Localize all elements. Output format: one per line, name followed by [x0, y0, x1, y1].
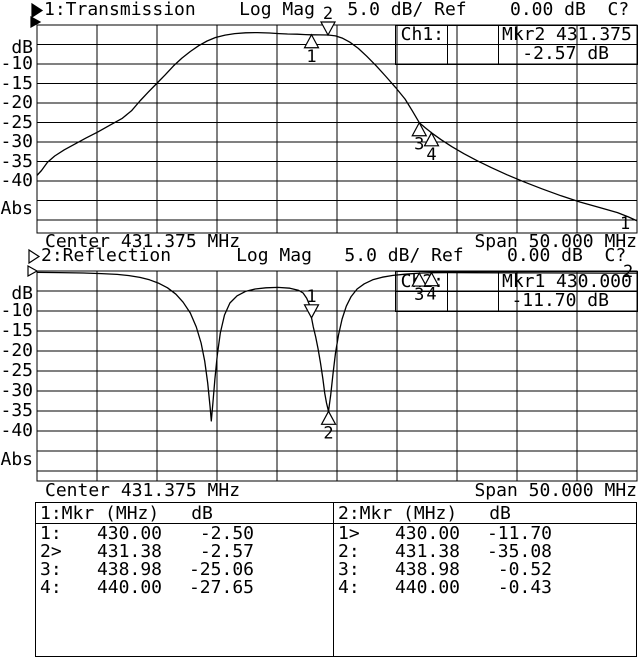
marker-id: 4: — [338, 576, 360, 598]
marker-value: -0.43 — [497, 576, 552, 598]
marker-frequency: 438.98 — [96, 558, 162, 580]
y-axis-label: Abs — [0, 198, 33, 220]
chart1-info-marker: Mkr2 — [502, 24, 546, 45]
marker-table-row: 1> 430.00 -11.70 — [334, 522, 636, 544]
y-axis-label: -30 — [0, 380, 33, 401]
y-axis-label: -25 — [0, 111, 33, 133]
info-box-divider — [498, 26, 499, 64]
marker-id: 1: — [40, 522, 62, 544]
y-axis-label: -35 — [0, 400, 33, 421]
chart1-marker-info-box: Ch1: Mkr2 431.375 MHz -2.57 dB — [395, 25, 638, 65]
chart2-info-value: -11.70 dB — [511, 290, 609, 311]
svg-text:2: 2 — [323, 423, 333, 443]
y-axis-label: -10 — [0, 53, 33, 74]
chart1-center-readout: Center 431.375 MHz — [45, 231, 241, 252]
marker-value: -35.08 — [486, 540, 552, 562]
chart2-center-readout: Center 431.375 MHz — [45, 480, 241, 501]
marker-frequency: 430.00 — [394, 522, 460, 544]
marker-frequency: 430.00 — [96, 522, 162, 544]
channel-2-active-indicator-icon — [28, 248, 41, 265]
marker-value: -0.52 — [497, 558, 552, 580]
marker-id: 1> — [338, 522, 360, 544]
chart1-info-value: -2.57 dB — [522, 43, 609, 64]
marker-table: 1:Mkr (MHz) dB 1: 430.00 -2.50 2> 431.38 -2.57 3… — [35, 502, 637, 657]
marker-id: 3: — [40, 558, 62, 580]
svg-text:1: 1 — [306, 47, 316, 67]
marker-frequency: 431.38 — [96, 540, 162, 562]
marker-4-ch1: 4 — [423, 131, 440, 165]
y-axis-label: -10 — [0, 300, 33, 321]
marker-table-header-label: 1:Mkr (MHz) — [40, 502, 160, 524]
marker-id: 4: — [40, 576, 62, 598]
chart2-info-marker: Mkr1 — [502, 271, 546, 292]
marker-value: -27.65 — [188, 576, 254, 598]
chart2-info-channel: Ch2: — [400, 271, 444, 292]
marker-table-row: 4: 440.00 -0.43 — [334, 576, 636, 598]
y-axis-label: dB — [11, 283, 33, 304]
chart1-span-readout: Span 50.000 MHz — [474, 231, 637, 252]
y-axis-label: dB — [11, 36, 33, 58]
chart2-title-bar: 2:Reflection Log Mag 5.0 dB/ Ref 0.00 dB… — [41, 245, 627, 266]
y-axis-label: -35 — [0, 150, 33, 172]
marker-3-ch1: 3 — [411, 121, 428, 155]
marker-1-ch2: 1 — [303, 287, 320, 320]
y-axis-label: -20 — [0, 340, 33, 361]
y-axis-label: -40 — [0, 420, 33, 441]
chart1-info-freq: 431.375 MHz — [556, 24, 632, 45]
marker-table-ch1: 1:Mkr (MHz) dB 1: 430.00 -2.50 2> 431.38 -2.57 3… — [36, 503, 334, 656]
marker-table-unit-label: dB — [489, 502, 511, 524]
marker-value: -2.57 — [199, 540, 254, 562]
marker-id: 2> — [40, 540, 62, 562]
channel-1-active-indicator-icon — [31, 2, 44, 19]
marker-frequency: 440.00 — [394, 576, 460, 598]
y-axis-label: -15 — [0, 320, 33, 341]
marker-table-row: 1: 430.00 -2.50 — [36, 522, 333, 544]
y-axis-label: -30 — [0, 131, 33, 152]
marker-table-row: 2: 431.38 -35.08 — [334, 540, 636, 562]
marker-table-row: 4: 440.00 -27.65 — [36, 576, 333, 598]
marker-table-ch2: 2:Mkr (MHz) dB 1> 430.00 -11.70 2: 431.38 -35.0… — [334, 503, 636, 656]
marker-table-unit-label: dB — [191, 502, 213, 524]
marker-table-header-label: 2:Mkr (MHz) — [338, 502, 458, 524]
marker-frequency: 440.00 — [96, 576, 162, 598]
marker-value: -2.50 — [199, 522, 254, 544]
chart1-info-channel: Ch1: — [400, 24, 444, 45]
marker-value: -25.06 — [188, 558, 254, 580]
marker-table-row: 2> 431.38 -2.57 — [36, 540, 333, 562]
svg-text:3: 3 — [414, 135, 424, 155]
chart2-marker-info-box: Ch2: Mkr1 430.000 MHz -11.70 dB — [395, 271, 638, 312]
marker-table-header: 2:Mkr (MHz) dB — [334, 503, 636, 524]
channel-2-ref-level-icon — [27, 264, 39, 278]
info-box-divider — [447, 26, 448, 64]
marker-frequency: 438.98 — [394, 558, 460, 580]
marker-table-header: 1:Mkr (MHz) dB — [36, 503, 333, 524]
channel-1-ref-level-icon — [30, 15, 42, 29]
chart1-title-bar: 1:Transmission Log Mag 5.0 dB/ Ref 0.00 … — [44, 0, 630, 20]
y-axis-label: Abs — [0, 449, 33, 470]
chart2-info-freq: 430.000 MHz — [556, 271, 632, 292]
marker-1-ch1: 1 — [303, 33, 320, 67]
svg-text:1: 1 — [306, 287, 316, 307]
marker-2-ch2: 2 — [320, 410, 337, 443]
marker-id: 3: — [338, 558, 360, 580]
y-axis-label: -15 — [0, 72, 33, 94]
chart2-span-readout: Span 50.000 MHz — [474, 480, 637, 501]
y-axis-label: -20 — [0, 92, 33, 113]
marker-frequency: 431.38 — [394, 540, 460, 562]
y-axis-label: -40 — [0, 170, 33, 191]
marker-id: 2: — [338, 540, 360, 562]
marker-value: -11.70 — [486, 522, 552, 544]
marker-table-row: 3: 438.98 -25.06 — [36, 558, 333, 580]
svg-text:4: 4 — [426, 145, 436, 165]
y-axis-label: -25 — [0, 360, 33, 381]
marker-table-row: 3: 438.98 -0.52 — [334, 558, 636, 580]
